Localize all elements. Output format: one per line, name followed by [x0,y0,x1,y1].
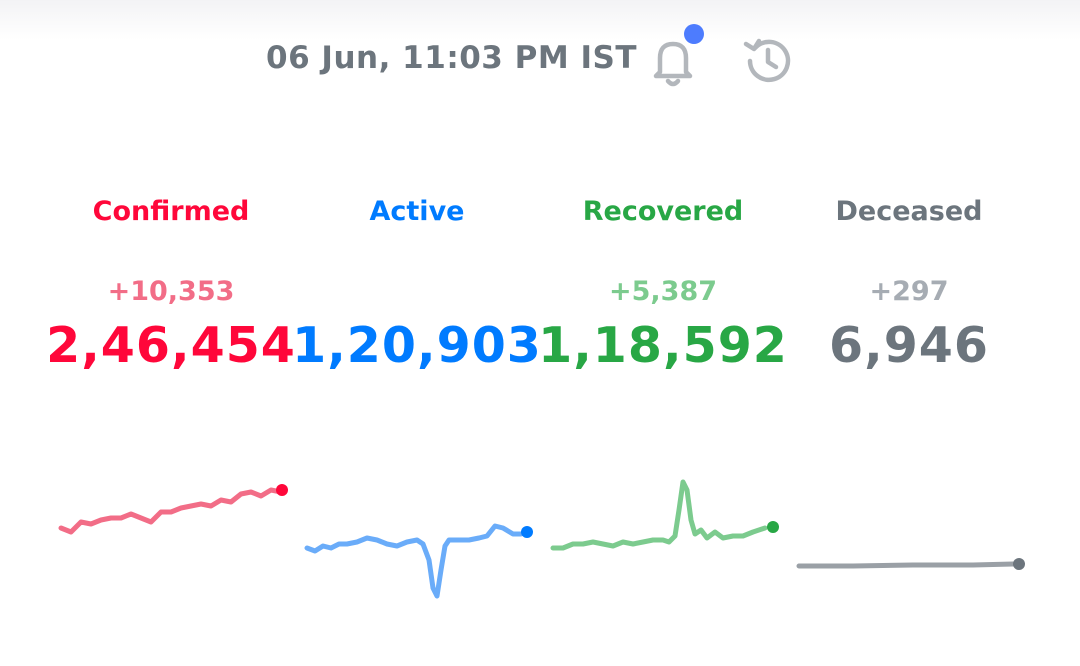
stat-delta: +10,353 [107,276,235,307]
sparkline-endpoint [1013,558,1025,570]
sparkline-endpoint [521,526,533,538]
stat-delta [292,270,542,314]
stat-deceased[interactable]: Deceased +297 6,946 [784,190,1034,376]
sparkline-deceased [796,558,1025,570]
last-updated-timestamp: 06 Jun, 11:03 PM IST [266,40,638,76]
stat-active[interactable]: Active 1,20,903 [292,190,542,376]
history-icon[interactable] [741,34,795,88]
stat-recovered[interactable]: Recovered +5,387 1,18,592 [538,190,788,376]
sparkline-trend [550,479,768,551]
header: 06 Jun, 11:03 PM IST [0,24,1080,96]
notification-dot [684,24,704,44]
stat-total: 1,20,903 [292,317,542,374]
sparkline-endpoint [276,484,288,496]
stat-label: Confirmed [92,196,250,227]
stat-confirmed[interactable]: Confirmed +10,353 2,46,454 [46,190,296,376]
sparkline-endpoint [767,521,779,533]
stat-total: 1,18,592 [538,317,788,374]
stat-delta: +297 [869,276,949,307]
stat-total: 2,46,454 [46,317,296,374]
sparkline-recovered [550,479,779,551]
sparkline-trend [304,523,524,599]
sparkline-active [304,523,533,599]
sparkline-trend [58,487,284,535]
stat-total: 6,946 [829,317,989,374]
bell-icon[interactable] [646,24,704,90]
stat-delta: +5,387 [608,276,718,307]
stat-label: Recovered [582,196,744,227]
sparkline-trend [796,561,1016,569]
sparkline-confirmed [58,484,288,535]
top-shadow [0,0,1080,40]
stat-label: Deceased [835,196,983,227]
stat-label: Active [369,196,465,227]
